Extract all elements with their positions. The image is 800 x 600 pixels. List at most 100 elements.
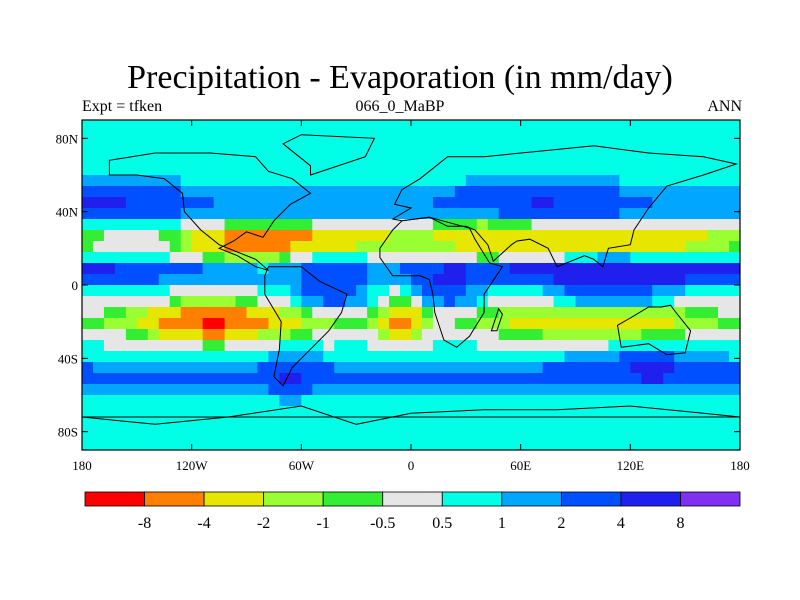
field-cell bbox=[158, 120, 171, 132]
field-cell bbox=[696, 395, 708, 407]
field-cell bbox=[619, 318, 631, 330]
field-cell bbox=[268, 362, 280, 374]
field-cell bbox=[147, 131, 160, 143]
field-cell bbox=[235, 439, 247, 450]
field-cell bbox=[367, 142, 379, 154]
field-cell bbox=[103, 395, 116, 407]
field-cell bbox=[345, 175, 357, 187]
field-cell bbox=[279, 406, 291, 418]
field-cell bbox=[345, 219, 357, 231]
field-cell bbox=[125, 164, 138, 176]
field-cell bbox=[652, 329, 664, 341]
field-cell bbox=[169, 131, 182, 143]
field-cell bbox=[323, 406, 335, 418]
field-cell bbox=[531, 296, 543, 308]
field-cell bbox=[685, 197, 697, 209]
field-cell bbox=[531, 428, 543, 440]
field-cell bbox=[103, 131, 116, 143]
field-cell bbox=[323, 142, 335, 154]
field-cell bbox=[389, 197, 401, 209]
field-cell bbox=[103, 307, 116, 319]
field-cell bbox=[443, 219, 456, 231]
field-cell bbox=[114, 142, 127, 154]
field-cell bbox=[213, 296, 225, 308]
field-cell bbox=[465, 417, 478, 429]
field-cell bbox=[114, 318, 127, 330]
field-cell bbox=[619, 153, 631, 165]
field-cell bbox=[400, 351, 412, 363]
field-cell bbox=[356, 296, 368, 308]
field-cell bbox=[180, 197, 193, 209]
field-cell bbox=[367, 131, 379, 143]
field-cell bbox=[147, 362, 160, 374]
field-cell bbox=[509, 153, 522, 165]
field-cell bbox=[531, 241, 543, 253]
field-cell bbox=[213, 395, 225, 407]
field-cell bbox=[718, 274, 730, 286]
field-cell bbox=[729, 384, 740, 396]
field-cell bbox=[509, 274, 522, 286]
field-cell bbox=[707, 219, 719, 231]
field-cell bbox=[323, 230, 335, 242]
field-cell bbox=[641, 373, 653, 385]
field-cell bbox=[718, 285, 730, 297]
field-cell bbox=[224, 307, 236, 319]
field-cell bbox=[92, 241, 105, 253]
field-cell bbox=[597, 285, 609, 297]
field-cell bbox=[323, 307, 335, 319]
field-cell bbox=[520, 153, 533, 165]
field-cell bbox=[465, 120, 478, 132]
timeslice-label: 066_0_MaBP bbox=[355, 98, 445, 115]
field-cell bbox=[630, 186, 642, 198]
field-cell bbox=[652, 241, 664, 253]
field-cell bbox=[213, 230, 225, 242]
field-cell bbox=[619, 384, 631, 396]
field-cell bbox=[553, 373, 565, 385]
field-cell bbox=[465, 384, 478, 396]
field-cell bbox=[454, 329, 467, 341]
field-cell bbox=[334, 384, 346, 396]
field-cell bbox=[158, 285, 171, 297]
field-cell bbox=[421, 197, 434, 209]
field-cell bbox=[213, 384, 225, 396]
field-cell bbox=[213, 307, 225, 319]
field-cell bbox=[597, 395, 609, 407]
field-cell bbox=[345, 329, 357, 341]
field-cell bbox=[169, 384, 182, 396]
field-cell bbox=[180, 274, 193, 286]
field-cell bbox=[553, 406, 565, 418]
field-cell bbox=[476, 274, 489, 286]
field-cell bbox=[564, 373, 576, 385]
field-cell bbox=[213, 351, 225, 363]
field-cell bbox=[465, 175, 478, 187]
field-cell bbox=[553, 296, 565, 308]
field-cell bbox=[147, 417, 160, 429]
field-cell bbox=[213, 285, 225, 297]
field-cell bbox=[652, 373, 664, 385]
field-cell bbox=[432, 120, 445, 132]
field-cell bbox=[400, 164, 412, 176]
field-cell bbox=[235, 329, 247, 341]
field-cell bbox=[443, 439, 456, 450]
field-cell bbox=[685, 340, 697, 352]
field-cell bbox=[246, 384, 258, 396]
field-cell bbox=[509, 219, 522, 231]
field-cell bbox=[586, 241, 598, 253]
field-cell bbox=[663, 428, 675, 440]
field-cell bbox=[158, 219, 171, 231]
field-cell bbox=[630, 362, 642, 374]
field-cell bbox=[158, 175, 171, 187]
field-cell bbox=[103, 230, 116, 242]
colorbar-swatch bbox=[203, 491, 265, 507]
field-cell bbox=[312, 373, 324, 385]
field-cell bbox=[180, 351, 193, 363]
field-cell bbox=[597, 406, 609, 418]
field-cell bbox=[432, 175, 445, 187]
field-cell bbox=[235, 186, 247, 198]
field-cell bbox=[542, 285, 554, 297]
field-cell bbox=[103, 263, 116, 275]
field-cell bbox=[685, 230, 697, 242]
field-cell bbox=[564, 208, 576, 220]
field-cell bbox=[564, 175, 576, 187]
field-cell bbox=[312, 164, 324, 176]
